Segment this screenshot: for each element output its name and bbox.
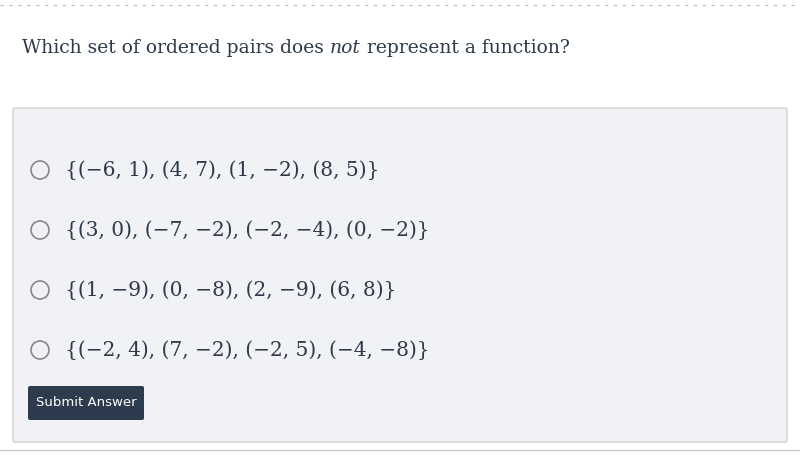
FancyBboxPatch shape: [13, 108, 787, 442]
Text: {(3, 0), (−7, −2), (−2, −4), (0, −2)}: {(3, 0), (−7, −2), (−2, −4), (0, −2)}: [65, 220, 430, 240]
FancyBboxPatch shape: [28, 386, 144, 420]
Circle shape: [31, 281, 49, 299]
Circle shape: [31, 161, 49, 179]
Circle shape: [31, 221, 49, 239]
Text: Which set of ordered pairs does: Which set of ordered pairs does: [22, 39, 330, 57]
Text: {(−2, 4), (7, −2), (−2, 5), (−4, −8)}: {(−2, 4), (7, −2), (−2, 5), (−4, −8)}: [65, 340, 430, 360]
Circle shape: [31, 341, 49, 359]
Text: represent a function?: represent a function?: [361, 39, 570, 57]
Text: {(−6, 1), (4, 7), (1, −2), (8, 5)}: {(−6, 1), (4, 7), (1, −2), (8, 5)}: [65, 160, 379, 180]
Text: not: not: [330, 39, 361, 57]
Text: {(1, −9), (0, −8), (2, −9), (6, 8)}: {(1, −9), (0, −8), (2, −9), (6, 8)}: [65, 280, 396, 300]
Text: Submit Answer: Submit Answer: [36, 397, 136, 410]
